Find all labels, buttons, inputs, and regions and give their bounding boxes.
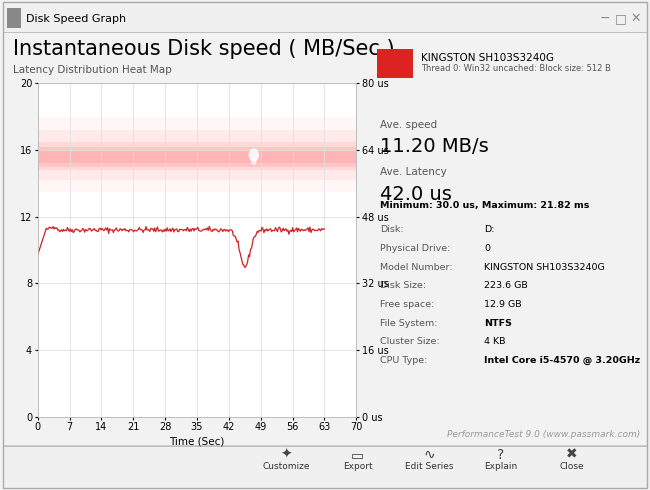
Text: 4 KB: 4 KB (484, 337, 506, 346)
Text: −: − (599, 12, 610, 25)
Bar (38, 147, 356, 167)
Text: Ave. Latency: Ave. Latency (380, 167, 447, 176)
Bar (6, 8, 21, 28)
Bar (377, 49, 413, 78)
Text: 0: 0 (484, 244, 490, 253)
Bar (3, 446, 647, 488)
Text: Close: Close (560, 462, 584, 471)
Ellipse shape (252, 157, 256, 164)
Text: □: □ (615, 12, 627, 25)
Bar (38, 150, 356, 163)
Text: ▭: ▭ (351, 448, 364, 462)
Text: Model Number:: Model Number: (380, 263, 453, 271)
Text: 42.0 us: 42.0 us (380, 185, 452, 204)
Text: D:: D: (484, 225, 495, 234)
Text: Cluster Size:: Cluster Size: (380, 337, 440, 346)
Text: Disk Size:: Disk Size: (380, 281, 426, 290)
Bar (38, 142, 356, 170)
Text: Minimum: 30.0 us, Maximum: 21.82 ms: Minimum: 30.0 us, Maximum: 21.82 ms (380, 201, 590, 210)
Text: KINGSTON SH103S3240G: KINGSTON SH103S3240G (421, 53, 554, 63)
Text: Disk:: Disk: (380, 225, 404, 234)
Text: Disk Speed Graph: Disk Speed Graph (26, 14, 126, 24)
Text: ∿: ∿ (423, 448, 435, 462)
Bar (38, 117, 356, 192)
Text: ✦: ✦ (280, 448, 292, 462)
Text: File System:: File System: (380, 318, 437, 327)
Text: Export: Export (343, 462, 372, 471)
Text: Thread 0: Win32 uncached: Block size: 512 B: Thread 0: Win32 uncached: Block size: 51… (421, 64, 610, 73)
Text: 11.20 MB/s: 11.20 MB/s (380, 137, 489, 156)
Bar (38, 130, 356, 180)
X-axis label: Time (Sec): Time (Sec) (169, 436, 225, 446)
Ellipse shape (250, 149, 259, 161)
Text: CPU Type:: CPU Type: (380, 356, 428, 365)
Text: Edit Series: Edit Series (405, 462, 453, 471)
Text: Intel Core i5-4570 @ 3.20GHz: Intel Core i5-4570 @ 3.20GHz (484, 356, 640, 365)
Text: ?: ? (497, 448, 504, 462)
Text: KINGSTON SH103S3240G: KINGSTON SH103S3240G (484, 263, 605, 271)
Text: Explain: Explain (484, 462, 517, 471)
Text: NTFS: NTFS (484, 318, 512, 327)
Text: ✖: ✖ (566, 448, 578, 462)
Text: PerformanceTest 9.0 (www.passmark.com): PerformanceTest 9.0 (www.passmark.com) (447, 430, 640, 439)
Bar (3, 445, 647, 446)
Text: Ave. speed: Ave. speed (380, 120, 437, 130)
Text: Physical Drive:: Physical Drive: (380, 244, 450, 253)
Bar (3, 2, 647, 32)
Text: Latency Distribution Heat Map: Latency Distribution Heat Map (13, 65, 172, 74)
Text: 12.9 GB: 12.9 GB (484, 300, 522, 309)
Text: ✕: ✕ (630, 12, 641, 25)
Text: Free space:: Free space: (380, 300, 435, 309)
Text: 223.6 GB: 223.6 GB (484, 281, 528, 290)
Text: Customize: Customize (262, 462, 310, 471)
Text: Instantaneous Disk speed ( MB/Sec.): Instantaneous Disk speed ( MB/Sec.) (13, 39, 395, 59)
